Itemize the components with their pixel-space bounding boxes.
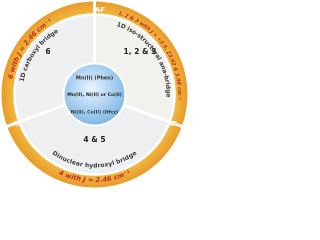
center-metals: Mn(II), Ni(II) or Co(II) [67,92,122,98]
center-circle [62,62,127,127]
sector [17,93,172,176]
compound-label: 4 & 5 [83,135,105,144]
center-ligand-top: Mn(II) (Phen) [76,76,113,82]
ordering-label: AF [95,6,105,14]
compound-label: 1, 2 & 3 [124,47,157,56]
center-ligand-bottom: Ni(II), Co(II) (Hfcz) [71,110,119,116]
compound-label: 6 [45,47,50,56]
ordering-label: AF [13,120,23,128]
figure: 6 with J = 2.46 cm⁻¹1D carboxyl bridge6A… [1,1,188,188]
divider [123,103,183,128]
